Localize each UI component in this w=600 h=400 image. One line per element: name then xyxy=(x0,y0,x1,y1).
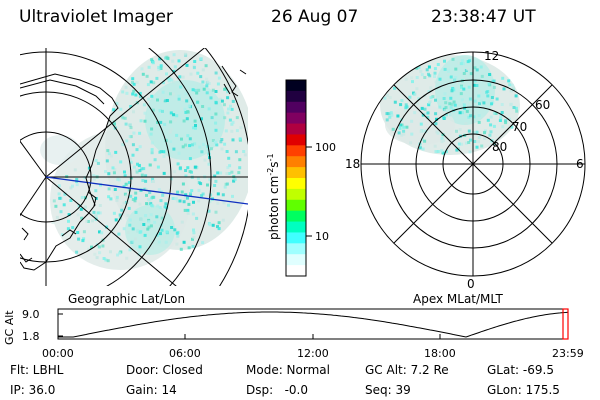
orbit-xtick-2359: 23:59 xyxy=(552,347,584,360)
orbit-xtick-0600: 06:00 xyxy=(169,347,201,360)
observation-date: 26 Aug 07 xyxy=(271,7,359,27)
colorbar-gradient xyxy=(286,80,306,277)
colorbar-tick-label-10: 10 xyxy=(315,230,329,243)
orbit-ytick-1-8: 1.8 xyxy=(22,330,40,343)
instrument-title: Ultraviolet Imager xyxy=(19,7,173,27)
orbit-xtick-0000: 00:00 xyxy=(42,347,74,360)
orbit-ytick-9: 9.0 xyxy=(22,308,40,321)
apex-panel-label: Apex MLat/MLT xyxy=(413,292,503,306)
orbit-xtick-1800: 18:00 xyxy=(424,347,456,360)
orbit-altitude-plot: 9.0 1.8 GC Alt 00:00 06:00 12:00 18:00 2… xyxy=(3,308,584,360)
current-time-marker xyxy=(562,308,569,340)
info-glat: GLat: -69.5 xyxy=(487,363,554,377)
info-door: Door: Closed xyxy=(126,363,203,377)
geo-track-line xyxy=(45,176,248,205)
polar-mlt-lines xyxy=(361,52,585,276)
info-gc-alt: GC Alt: 7.2 Re xyxy=(365,363,449,377)
info-mode: Mode: Normal xyxy=(246,363,330,377)
info-seq: Seq: 39 xyxy=(365,383,411,397)
mlt-label-18: 18 xyxy=(345,157,360,171)
orbit-ylabel: GC Alt xyxy=(3,310,16,345)
orbit-altitude-curve xyxy=(58,311,569,338)
geographic-map-panel xyxy=(20,48,248,286)
colorbar-tick-label-100: 100 xyxy=(315,141,336,154)
info-filter: Flt: LBHL xyxy=(10,363,64,377)
geo-longitude-lines xyxy=(20,48,248,286)
mlat-label-80: 80 xyxy=(492,140,507,154)
info-ip: IP: 36.0 xyxy=(10,383,56,397)
geo-coastlines xyxy=(20,65,247,271)
polar-emission-speckle xyxy=(383,57,519,155)
observation-time: 23:38:47 UT xyxy=(431,7,536,27)
mlt-label-6: 6 xyxy=(576,157,584,171)
orbit-xtick-1200: 12:00 xyxy=(297,347,329,360)
info-gain: Gain: 14 xyxy=(126,383,177,397)
info-dsp: Dsp: -0.0 xyxy=(246,383,309,397)
apex-polar-panel: 12 18 6 0 60 70 80 xyxy=(345,49,586,291)
colorbar-unit-label: photon cm-2s-1 xyxy=(266,153,281,240)
info-glon: GLon: 175.5 xyxy=(487,383,560,397)
mlt-label-0: 0 xyxy=(467,277,475,291)
mlt-label-12: 12 xyxy=(484,49,499,63)
colorbar: 100 10 photon cm-2s-1 xyxy=(266,79,336,277)
mlat-label-60: 60 xyxy=(535,98,550,112)
geo-emission-blob xyxy=(40,50,248,270)
geo-panel-label: Geographic Lat/Lon xyxy=(68,292,185,306)
mlat-label-70: 70 xyxy=(512,120,527,134)
